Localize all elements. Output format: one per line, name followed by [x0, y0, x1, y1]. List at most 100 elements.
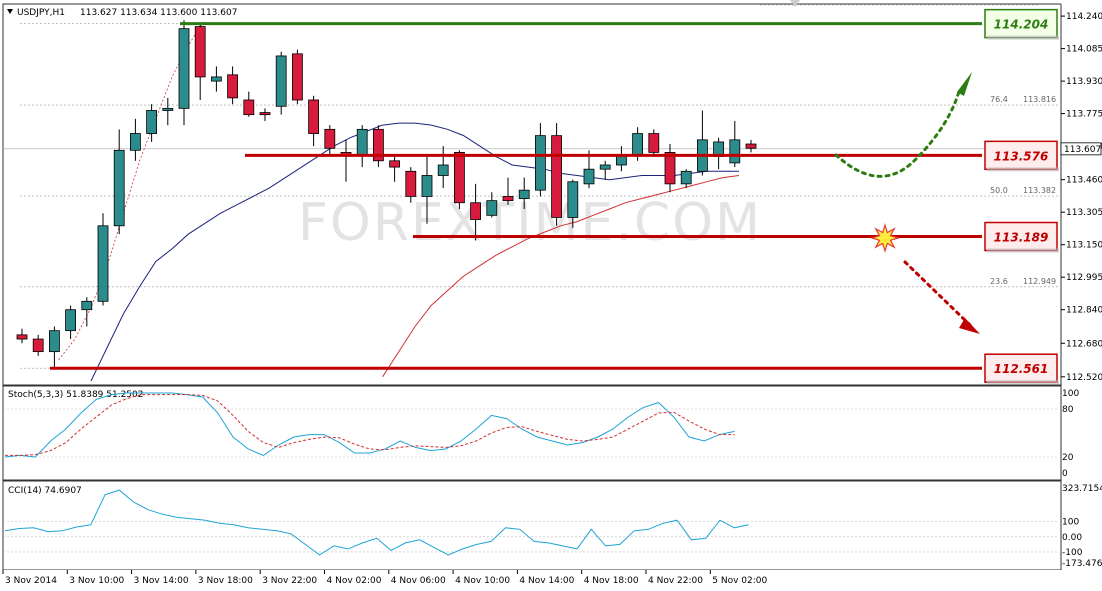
candle-body [421, 175, 433, 197]
stoch-y-label: 100 [1062, 389, 1079, 399]
level-box-113.189 [984, 221, 1058, 252]
candle-body [97, 225, 109, 302]
candle [470, 183, 482, 241]
cci-y-label: 100 [1062, 518, 1079, 528]
candle [535, 123, 546, 197]
level-box-shadow [987, 380, 1059, 385]
fib-ratio-label: 50.0 [990, 186, 1008, 195]
dropdown-arrow-icon[interactable] [7, 9, 13, 14]
x-tick-label: 3 Nov 2014 [5, 576, 57, 586]
x-tick-label: 3 Nov 10:00 [69, 576, 124, 586]
candle [243, 91, 255, 117]
level-label-113.576: 113.576 [994, 149, 1049, 163]
x-tick-label: 4 Nov 10:00 [455, 576, 510, 586]
candle-body [81, 300, 93, 311]
y-tick-label: 113.775 [1066, 110, 1102, 120]
candle-body [178, 28, 190, 109]
cci-line [4, 489, 749, 556]
x-tick-label: 4 Nov 02:00 [327, 576, 382, 586]
candle-body [243, 99, 255, 116]
x-tick-label: 4 Nov 22:00 [648, 576, 703, 586]
y-tick-label: 114.240 [1066, 12, 1102, 22]
candle-body [632, 133, 643, 155]
candle-body [32, 338, 44, 353]
candle-body [535, 135, 546, 191]
fib-value-label: 113.816 [1023, 95, 1056, 104]
candle-body [551, 135, 562, 218]
candle-body [308, 99, 320, 134]
candle [275, 51, 287, 115]
candle-body [486, 200, 498, 216]
candle-body [680, 170, 692, 185]
shift-marker-icon [790, 0, 800, 7]
y-tick-label: 113.930 [1066, 77, 1102, 87]
level-box-114.204 [984, 8, 1058, 39]
level-label-113.189: 113.189 [994, 231, 1049, 245]
candle [97, 213, 109, 306]
candle-body [259, 112, 271, 116]
candle-body [194, 26, 206, 78]
candle [162, 97, 174, 126]
candle-body [664, 152, 676, 185]
candle-body [599, 164, 611, 170]
candle [567, 179, 579, 228]
candle-body [227, 74, 239, 99]
x-tick-label: 3 Nov 22:00 [262, 576, 317, 586]
level-box-shadow [987, 35, 1059, 40]
candle [227, 66, 239, 105]
candle-body [372, 128, 384, 162]
x-tick-label: 3 Nov 14:00 [134, 576, 189, 586]
chart-ohlc: 113.627 113.634 113.600 113.607 [80, 8, 237, 18]
x-tick-label: 4 Nov 06:00 [391, 576, 446, 586]
candle-body [129, 133, 141, 151]
candle [680, 169, 692, 189]
candle [308, 95, 320, 147]
moving-average-line [90, 122, 739, 382]
y-tick-label: 113.305 [1066, 208, 1102, 218]
fib-ratio-label: 76.4 [990, 95, 1008, 104]
time-axis [0, 570, 1102, 591]
candle [81, 297, 93, 327]
candle [49, 326, 60, 369]
stoch-panel [2, 385, 1062, 481]
candle [194, 22, 206, 100]
x-tick-label: 4 Nov 14:00 [519, 576, 574, 586]
y-tick-label: 114.085 [1066, 45, 1102, 55]
fib-value-label: 113.382 [1023, 186, 1056, 195]
candle [486, 192, 498, 218]
candle [178, 20, 190, 126]
candle-body [324, 128, 336, 149]
y-tick-label: 113.150 [1066, 241, 1102, 251]
candle [729, 120, 741, 168]
candle-body [16, 334, 28, 340]
candle [113, 129, 125, 235]
watermark: FOREXTIME.COM [298, 193, 762, 253]
candle [65, 305, 76, 340]
candle-body [49, 330, 60, 353]
fib-value-label: 112.949 [1023, 277, 1056, 286]
cci-y-label: 0.00 [1062, 533, 1082, 543]
candle-body [146, 110, 158, 134]
candle [324, 125, 336, 155]
candle [599, 160, 611, 180]
candle [389, 154, 401, 182]
cci-panel [2, 480, 1062, 571]
candle [259, 108, 271, 121]
stoch-y-label: 0 [1062, 469, 1068, 479]
candle-body [745, 143, 757, 149]
candle [453, 150, 465, 210]
x-tick-label: 5 Nov 02:00 [712, 576, 767, 586]
candle [291, 49, 303, 105]
y-tick-label: 112.520 [1066, 373, 1102, 383]
level-box-shadow [987, 248, 1059, 253]
candle-body [65, 309, 76, 332]
candle-body [291, 53, 303, 101]
cci-y-label: -173.4768 [1062, 559, 1102, 569]
bullish-scenario-arrow [834, 86, 962, 178]
candle [405, 167, 417, 203]
candle-body [405, 170, 417, 197]
candle-body [113, 149, 125, 227]
candle [421, 154, 433, 224]
candle-body [453, 152, 465, 204]
